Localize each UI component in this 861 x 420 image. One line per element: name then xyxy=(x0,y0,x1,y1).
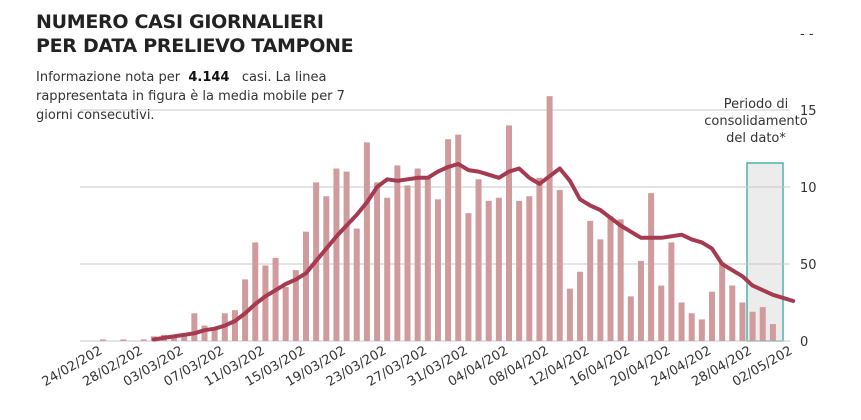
bar xyxy=(100,339,106,341)
bar xyxy=(445,139,452,341)
bar xyxy=(526,196,533,341)
bar xyxy=(171,336,178,341)
bar xyxy=(292,270,299,341)
bar xyxy=(475,179,482,341)
bar xyxy=(323,196,330,341)
bar xyxy=(516,200,523,341)
bar xyxy=(262,265,269,341)
bar xyxy=(506,125,512,342)
bar xyxy=(181,333,188,341)
subtitle-prefix: Informazione nota per xyxy=(36,70,181,85)
total: 4.144 xyxy=(188,70,230,85)
bar xyxy=(587,220,594,341)
bar xyxy=(607,216,614,341)
bar xyxy=(719,262,726,341)
bar xyxy=(668,242,675,341)
bar xyxy=(566,288,573,341)
subtitle-suffix: casi. La linea rappresentata in figura è… xyxy=(36,70,345,123)
bar xyxy=(231,310,238,341)
bar xyxy=(201,325,208,341)
bar xyxy=(729,285,736,341)
y-tick-label: 0 xyxy=(800,335,808,350)
bar xyxy=(648,193,655,341)
bar xyxy=(556,190,563,341)
bar xyxy=(404,185,411,341)
title-line: NUMERO CASI GIORNALIERI xyxy=(36,11,324,33)
bar xyxy=(627,296,634,341)
annotation: consolidamento xyxy=(704,114,808,129)
bar xyxy=(394,165,401,341)
bar xyxy=(495,197,502,341)
bar xyxy=(465,213,472,341)
bar xyxy=(424,177,431,341)
moving-average-line xyxy=(151,161,796,342)
bar xyxy=(536,177,543,341)
title: NUMERO CASI GIORNALIERI PER DATA PRELIEV… xyxy=(36,10,354,58)
title-line: PER DATA PRELIEVO TAMPONE xyxy=(36,35,354,57)
bar xyxy=(272,257,279,341)
bar xyxy=(617,219,624,341)
bar xyxy=(363,142,370,341)
bar xyxy=(303,231,309,341)
bar xyxy=(414,168,421,341)
bar xyxy=(637,260,644,341)
y-tick-label: 10 xyxy=(800,181,817,196)
annotation: del dato* xyxy=(726,131,786,146)
bar xyxy=(120,339,127,341)
bar xyxy=(384,197,391,341)
bar xyxy=(343,171,350,341)
bar xyxy=(577,271,584,341)
bar xyxy=(688,313,695,341)
bar xyxy=(191,313,198,341)
bar xyxy=(242,279,249,341)
bar xyxy=(678,302,685,341)
y-tick-label: - - xyxy=(800,27,814,42)
bar xyxy=(658,285,665,341)
annotation: Periodo di xyxy=(724,97,789,112)
bar xyxy=(211,327,218,341)
bar xyxy=(749,311,756,341)
bar xyxy=(282,287,289,341)
bar xyxy=(353,228,360,341)
bar xyxy=(333,168,340,341)
bar xyxy=(252,242,259,341)
bar xyxy=(759,307,766,341)
bar xyxy=(597,239,604,341)
bar xyxy=(709,291,715,341)
bar xyxy=(698,319,705,341)
y-tick-label: 50 xyxy=(800,258,817,273)
y-tick-label: 15 xyxy=(800,104,817,119)
bar xyxy=(485,200,492,341)
bar xyxy=(434,199,441,341)
subtitle: Informazione nota per 4.144 casi. La lin… xyxy=(36,68,366,125)
bar xyxy=(769,324,776,341)
bar xyxy=(374,182,381,341)
bar xyxy=(546,96,553,341)
bar xyxy=(739,302,746,341)
bar xyxy=(140,339,147,341)
bar xyxy=(455,134,462,341)
